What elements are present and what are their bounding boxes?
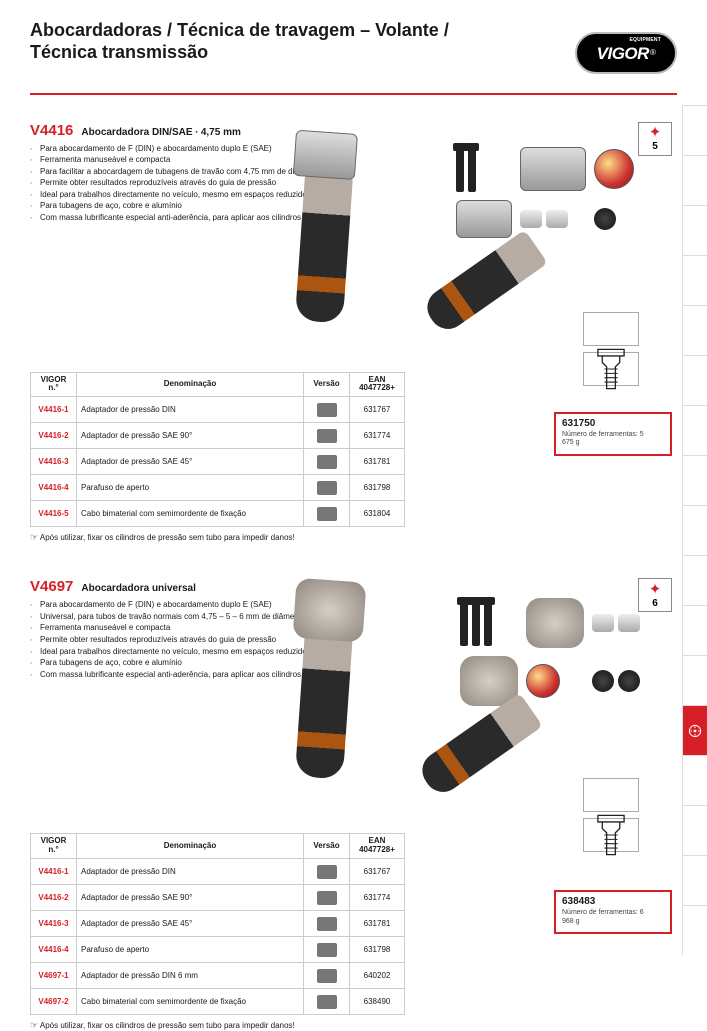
table-row: V4697-2Cabo bimaterial com semimordente … (31, 989, 405, 1015)
table-header-row: VIGORn.° Denominação Versão EAN4047728+ (31, 372, 405, 397)
part-version-icon (304, 885, 350, 911)
table-row: V4416-1Adaptador de pressão DIN 631767 (31, 397, 405, 423)
detail-thumb-flex (583, 312, 639, 346)
part-version-icon (304, 911, 350, 937)
part-ean: 631767 (350, 859, 405, 885)
page-header: Abocardadoras / Técnica de travagem – Vo… (0, 0, 707, 85)
product-section-1: V4416 Abocardadora DIN/SAE ∙ 4,75 mm ∙Pa… (0, 107, 707, 544)
parts-table-2: VIGORn.° Denominação Versão EAN4047728+ … (30, 833, 405, 1015)
table-header-row: VIGORn.° Denominação Versão EAN4047728+ (31, 834, 405, 859)
table-row: V4416-5Cabo bimaterial com semimordente … (31, 501, 405, 527)
part-sku: V4416-3 (31, 449, 77, 475)
product-section-2: V4697 Abocardadora universal ∙Para aboca… (0, 563, 707, 1031)
part-version-icon (304, 397, 350, 423)
table-row: V4416-1Adaptador de pressão DIN 631767 (31, 859, 405, 885)
brand-logo: EQUIPMENT VIGOR® (575, 32, 677, 74)
part-sku: V4416-5 (31, 501, 77, 527)
part-ean: 631767 (350, 397, 405, 423)
part-desc: Adaptador de pressão SAE 90° (77, 423, 304, 449)
part-ean: 631798 (350, 475, 405, 501)
table-row: V4416-2Adaptador de pressão SAE 90° 63177… (31, 423, 405, 449)
product-sku: V4416 (30, 122, 73, 139)
part-desc: Cabo bimaterial com semimordente de fixa… (77, 501, 304, 527)
part-sku: V4416-4 (31, 475, 77, 501)
part-sku: V4416-4 (31, 937, 77, 963)
product-main-image (300, 172, 348, 322)
puzzle-icon: ✦ (649, 125, 662, 140)
part-desc: Parafuso de aperto (77, 937, 304, 963)
puzzle-icon: ✦ (649, 582, 662, 597)
parts-table-1: VIGORn.° Denominação Versão EAN4047728+ … (30, 372, 405, 528)
part-sku: V4416-1 (31, 859, 77, 885)
part-ean: 631804 (350, 501, 405, 527)
product-title: Abocardadora DIN/SAE ∙ 4,75 mm (81, 127, 241, 138)
part-sku: V4416-2 (31, 885, 77, 911)
detail-thumb-thread (583, 352, 639, 386)
part-ean: 631781 (350, 911, 405, 937)
part-ean: 631774 (350, 885, 405, 911)
part-desc: Adaptador de pressão DIN (77, 397, 304, 423)
product-title: Abocardadora universal (81, 583, 195, 594)
part-desc: Adaptador de pressão SAE 90° (77, 885, 304, 911)
table-row: V4416-3Adaptador de pressão SAE 45° 63178… (31, 449, 405, 475)
part-version-icon (304, 937, 350, 963)
part-ean: 638490 (350, 989, 405, 1015)
buy-box: 631750 Número de ferramentas: 5675 g (554, 412, 672, 456)
table-row: V4416-3Adaptador de pressão SAE 45° 63178… (31, 911, 405, 937)
part-version-icon (304, 859, 350, 885)
table-row: V4697-1Adaptador de pressão DIN 6 mm 6402… (31, 963, 405, 989)
part-desc: Adaptador de pressão SAE 45° (77, 449, 304, 475)
warning-note: ☞ Após utilizar, fixar os cilindros de p… (30, 1020, 410, 1031)
product-main-image (300, 628, 348, 778)
part-sku: V4416-1 (31, 397, 77, 423)
part-sku: V4697-1 (31, 963, 77, 989)
part-ean: 631798 (350, 937, 405, 963)
part-desc: Adaptador de pressão DIN (77, 859, 304, 885)
table-row: V4416-2Adaptador de pressão SAE 90° 63177… (31, 885, 405, 911)
part-version-icon (304, 501, 350, 527)
product-parts-image (420, 598, 680, 821)
detail-thumb-flex (583, 778, 639, 812)
part-sku: V4697-2 (31, 989, 77, 1015)
part-ean: 640202 (350, 963, 405, 989)
part-desc: Adaptador de pressão SAE 45° (77, 911, 304, 937)
part-ean: 631781 (350, 449, 405, 475)
detail-thumb-thread (583, 818, 639, 852)
header-rule (30, 93, 677, 95)
part-desc: Cabo bimaterial com semimordente de fixa… (77, 989, 304, 1015)
part-version-icon (304, 989, 350, 1015)
product-sku: V4697 (30, 578, 73, 595)
part-sku: V4416-3 (31, 911, 77, 937)
part-version-icon (304, 423, 350, 449)
buy-box: 638483 Número de ferramentas: 6968 g (554, 890, 672, 934)
part-desc: Adaptador de pressão DIN 6 mm (77, 963, 304, 989)
page-title: Abocardadoras / Técnica de travagem – Vo… (30, 20, 450, 63)
part-desc: Parafuso de aperto (77, 475, 304, 501)
part-version-icon (304, 963, 350, 989)
table-row: V4416-4Parafuso de aperto 631798 (31, 475, 405, 501)
table-row: V4416-4Parafuso de aperto 631798 (31, 937, 405, 963)
part-sku: V4416-2 (31, 423, 77, 449)
part-version-icon (304, 449, 350, 475)
warning-note: ☞ Após utilizar, fixar os cilindros de p… (30, 532, 410, 543)
part-ean: 631774 (350, 423, 405, 449)
part-version-icon (304, 475, 350, 501)
